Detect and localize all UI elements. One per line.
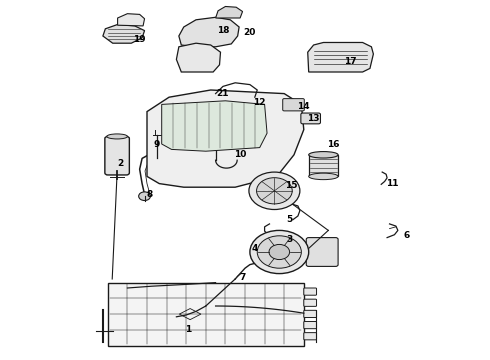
FancyBboxPatch shape (301, 113, 320, 124)
FancyBboxPatch shape (306, 238, 338, 266)
Text: 17: 17 (344, 57, 357, 66)
Polygon shape (118, 14, 145, 26)
Text: 16: 16 (327, 140, 340, 149)
Text: 2: 2 (117, 159, 123, 168)
FancyBboxPatch shape (304, 333, 317, 340)
Circle shape (249, 172, 300, 210)
Text: 5: 5 (286, 215, 292, 224)
Text: 13: 13 (307, 114, 320, 123)
Text: 8: 8 (147, 190, 152, 199)
Text: 21: 21 (217, 89, 229, 98)
Text: 4: 4 (251, 244, 258, 253)
Text: 6: 6 (404, 231, 410, 240)
Polygon shape (216, 6, 243, 18)
Text: 10: 10 (234, 150, 246, 159)
Polygon shape (147, 90, 304, 187)
Polygon shape (179, 17, 239, 47)
FancyBboxPatch shape (304, 299, 317, 306)
Circle shape (139, 192, 150, 201)
FancyBboxPatch shape (283, 99, 304, 111)
Text: 20: 20 (244, 28, 256, 37)
Ellipse shape (107, 134, 127, 139)
Circle shape (269, 244, 290, 260)
Ellipse shape (309, 152, 338, 158)
Text: 15: 15 (285, 181, 298, 190)
Text: 14: 14 (297, 102, 310, 111)
Ellipse shape (309, 173, 338, 180)
Text: 12: 12 (253, 98, 266, 107)
Polygon shape (308, 42, 373, 72)
Text: 18: 18 (217, 26, 229, 35)
Bar (309, 155, 338, 176)
Polygon shape (162, 101, 267, 151)
Text: 3: 3 (286, 235, 292, 244)
FancyBboxPatch shape (304, 310, 317, 318)
FancyBboxPatch shape (304, 288, 317, 295)
FancyBboxPatch shape (105, 136, 129, 175)
Text: 7: 7 (239, 273, 246, 282)
Text: 11: 11 (386, 179, 398, 188)
Polygon shape (176, 43, 220, 72)
Polygon shape (103, 24, 145, 43)
Circle shape (257, 236, 301, 268)
Text: 9: 9 (153, 140, 160, 149)
Circle shape (257, 178, 292, 204)
FancyBboxPatch shape (304, 321, 317, 329)
Bar (108, 283, 304, 346)
Text: 19: 19 (133, 35, 146, 44)
Text: 1: 1 (186, 325, 192, 334)
Circle shape (250, 230, 309, 274)
